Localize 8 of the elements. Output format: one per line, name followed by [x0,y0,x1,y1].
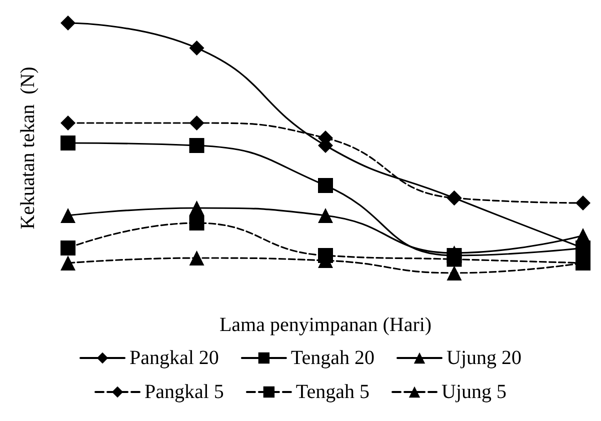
x-axis-title: Lama penyimpanan (Hari) [219,314,432,336]
y-axis-title: Kekuatan tekan (N) [17,66,39,230]
legend-label: Tengah 5 [296,381,370,403]
legend-label: Ujung 20 [446,347,522,369]
legend-label: Ujung 5 [442,381,507,403]
legend-label: Pangkal 20 [129,347,219,369]
legend-label: Pangkal 5 [144,381,224,403]
legend-label: Tengah 20 [290,347,375,369]
